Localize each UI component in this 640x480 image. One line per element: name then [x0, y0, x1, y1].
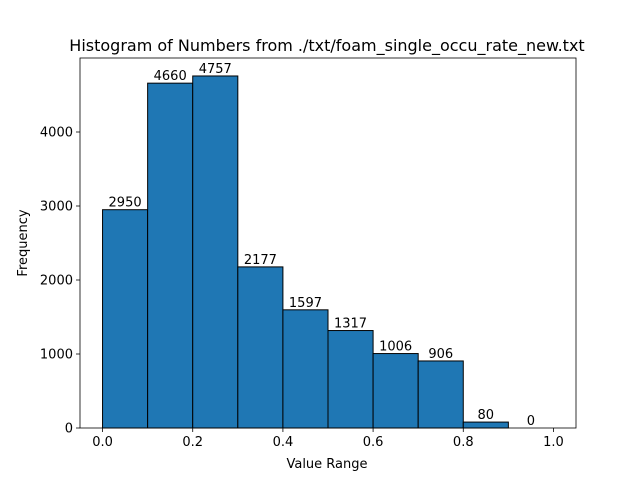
- chart-title: Histogram of Numbers from ./txt/foam_sin…: [69, 36, 584, 56]
- bar-value-label: 906: [428, 347, 453, 362]
- x-tick-label: 1.0: [543, 435, 564, 450]
- bar-value-label: 2177: [244, 253, 277, 268]
- x-tick-label: 0.0: [92, 435, 113, 450]
- x-tick-label: 0.8: [453, 435, 474, 450]
- bar-value-label: 0: [527, 414, 535, 429]
- histogram-bar: [282, 309, 329, 429]
- plot-frame: [79, 57, 577, 429]
- histogram-bar: [372, 353, 419, 429]
- x-axis-label: Value Range: [286, 457, 367, 472]
- bar-value-label: 80: [478, 408, 495, 423]
- bar-value-label: 4757: [199, 62, 232, 77]
- y-tick-label: 2000: [40, 274, 73, 289]
- bar-value-label: 4660: [154, 69, 187, 84]
- x-tick-label: 0.4: [273, 435, 294, 450]
- y-tick-label: 4000: [40, 126, 73, 141]
- bar-value-label: 1597: [289, 296, 322, 311]
- histogram-bar: [237, 266, 284, 429]
- x-tick-label: 0.2: [182, 435, 203, 450]
- histogram-bar: [102, 209, 149, 429]
- y-axis-ticks: 0 1000 2000 3000 4000: [40, 126, 80, 437]
- histogram-bar: [417, 360, 464, 429]
- x-tick-label: 0.6: [363, 435, 384, 450]
- histogram-bar: [327, 330, 374, 429]
- x-axis-ticks: 0.0 0.2 0.4 0.6 0.8 1.0: [92, 428, 564, 450]
- bars-group: [102, 75, 509, 429]
- bar-value-label: 1006: [379, 340, 412, 355]
- bar-value-label: 1317: [334, 317, 367, 332]
- histogram-bar: [147, 82, 194, 429]
- y-tick-label: 0: [65, 422, 73, 437]
- y-axis-label: Frequency: [16, 209, 31, 276]
- data-labels-group: 2950 4660 4757 2177 1597 1317 1006 906 80 0: [109, 62, 536, 429]
- y-tick-label: 3000: [40, 200, 73, 215]
- bar-value-label: 2950: [109, 196, 142, 211]
- y-tick-label: 1000: [40, 348, 73, 363]
- histogram-bar: [192, 75, 239, 429]
